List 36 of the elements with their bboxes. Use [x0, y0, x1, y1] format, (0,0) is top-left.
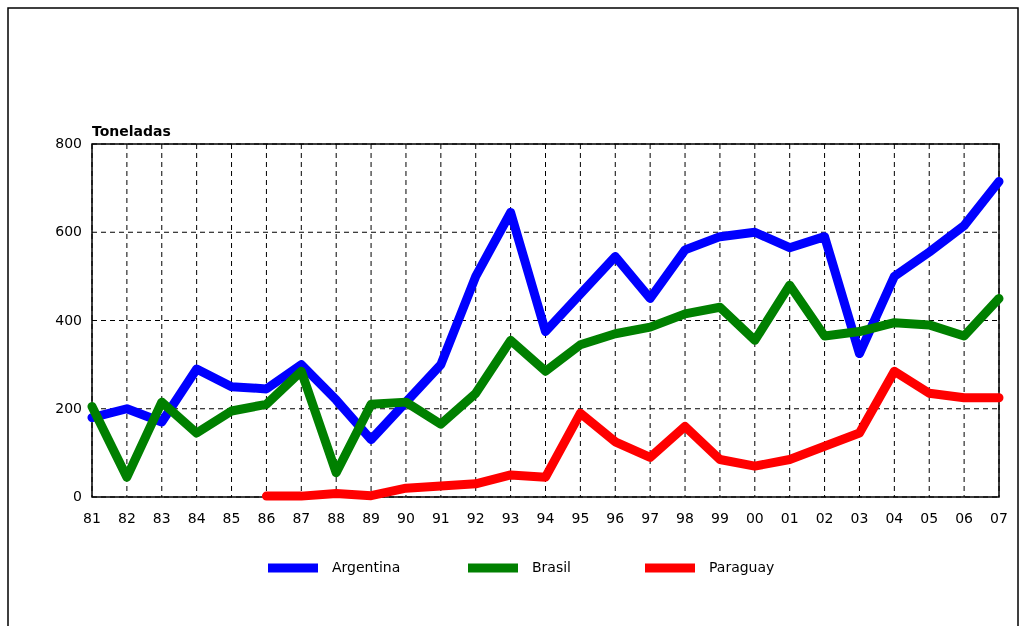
- legend-label: Paraguay: [709, 559, 775, 575]
- x-tick-label: 81: [83, 510, 101, 526]
- y-tick-label: 600: [55, 223, 82, 240]
- x-tick-label: 88: [327, 510, 346, 526]
- x-tick-label: 06: [955, 510, 974, 526]
- x-tick-label: 02: [815, 510, 834, 526]
- x-tick-label: 94: [536, 510, 555, 526]
- x-tick-label: 87: [292, 510, 311, 526]
- legend-label: Argentina: [332, 559, 401, 575]
- x-tick-label: 03: [850, 510, 869, 526]
- x-tick-label: 98: [676, 510, 694, 526]
- y-tick-label: 800: [55, 135, 82, 151]
- x-tick-label: 86: [257, 510, 276, 526]
- x-tick-label: 90: [397, 510, 415, 526]
- x-tick-label: 92: [466, 510, 485, 526]
- y-tick-label: 400: [55, 311, 82, 328]
- x-tick-label: 91: [431, 510, 450, 526]
- x-tick-label: 84: [187, 510, 206, 526]
- x-tick-label: 96: [606, 510, 625, 526]
- y-tick-label: 200: [55, 399, 82, 416]
- x-tick-label: 07: [990, 510, 1008, 526]
- x-tick-label: 01: [780, 510, 799, 526]
- x-tick-label: 93: [501, 510, 520, 526]
- y-axis-title: Toneladas: [92, 123, 171, 139]
- x-tick-label: 05: [920, 510, 939, 526]
- x-tick-label: 83: [152, 510, 171, 526]
- x-tick-label: 85: [222, 510, 241, 526]
- x-tick-label: 04: [885, 510, 904, 526]
- x-tick-label: 97: [641, 510, 660, 526]
- x-tick-label: 00: [745, 510, 764, 526]
- x-tick-label: 82: [117, 510, 136, 526]
- x-tick-label: 95: [571, 510, 590, 526]
- x-tick-label: 89: [362, 510, 380, 526]
- legend-label: Brasil: [532, 559, 572, 575]
- y-tick-label: 0: [73, 488, 82, 504]
- x-tick-label: 99: [711, 510, 729, 526]
